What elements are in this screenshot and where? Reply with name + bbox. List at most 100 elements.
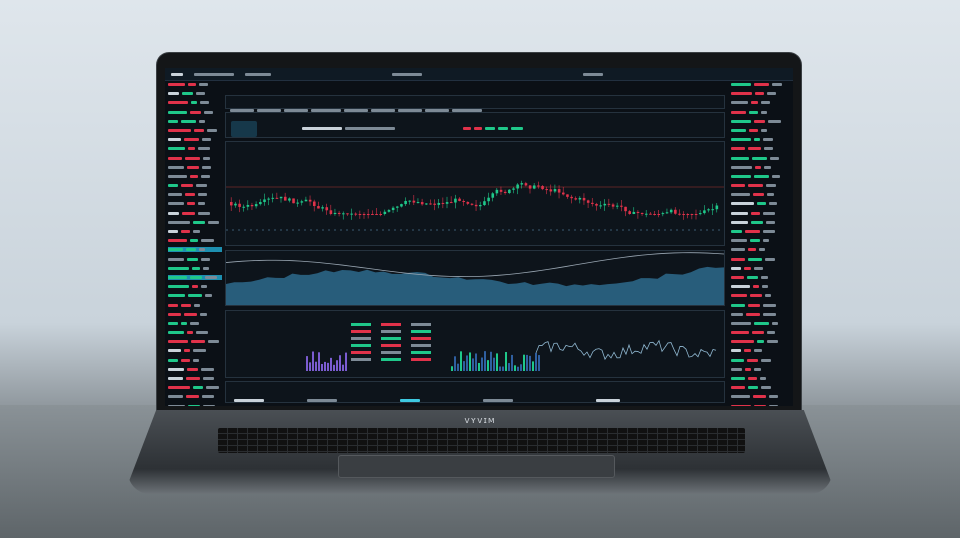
list-row[interactable] <box>168 211 222 216</box>
list-row[interactable] <box>168 358 222 363</box>
list-row[interactable] <box>731 91 789 96</box>
list-row[interactable] <box>731 247 789 252</box>
volume-bar <box>502 366 504 371</box>
toolbar-tab[interactable] <box>230 109 254 112</box>
list-row[interactable] <box>168 174 222 179</box>
list-row[interactable] <box>731 82 789 87</box>
list-row[interactable] <box>168 192 222 197</box>
list-row[interactable] <box>168 119 222 124</box>
list-row[interactable] <box>731 376 789 381</box>
list-row[interactable] <box>731 284 789 289</box>
data-cell <box>411 351 431 354</box>
list-row[interactable] <box>168 257 222 262</box>
list-row[interactable] <box>168 128 222 133</box>
list-row[interactable] <box>731 128 789 133</box>
list-row[interactable] <box>168 165 222 170</box>
list-row[interactable] <box>168 348 222 353</box>
list-row[interactable] <box>168 238 222 243</box>
list-row[interactable] <box>168 91 222 96</box>
list-row[interactable] <box>731 404 789 406</box>
list-row[interactable] <box>731 303 789 308</box>
list-row[interactable] <box>168 321 222 326</box>
volume-bar <box>535 352 537 371</box>
list-row[interactable] <box>168 247 222 253</box>
list-row[interactable] <box>168 284 222 289</box>
list-row[interactable] <box>731 358 789 363</box>
list-row[interactable] <box>731 183 789 188</box>
volume-bar <box>490 351 492 371</box>
list-row[interactable] <box>168 220 222 225</box>
list-row[interactable] <box>168 110 222 115</box>
list-row[interactable] <box>731 211 789 216</box>
list-row[interactable] <box>168 156 222 161</box>
toolbar-tab[interactable] <box>284 109 308 112</box>
list-row[interactable] <box>168 376 222 381</box>
list-row[interactable] <box>168 339 222 344</box>
list-row[interactable] <box>731 229 789 234</box>
list-row[interactable] <box>731 293 789 298</box>
volume-bar <box>469 352 471 371</box>
list-row[interactable] <box>731 192 789 197</box>
toolbar <box>225 95 725 112</box>
list-row[interactable] <box>168 404 222 406</box>
candle <box>620 205 623 207</box>
list-row[interactable] <box>731 238 789 243</box>
list-row[interactable] <box>168 385 222 390</box>
list-row[interactable] <box>168 330 222 335</box>
ticker-badge[interactable] <box>231 120 257 137</box>
list-row[interactable] <box>168 183 222 188</box>
list-row[interactable] <box>731 110 789 115</box>
list-row[interactable] <box>731 385 789 390</box>
toolbar-tab[interactable] <box>371 109 395 112</box>
list-row[interactable] <box>731 165 789 170</box>
list-row[interactable] <box>731 321 789 326</box>
data-cell <box>411 337 431 340</box>
list-row[interactable] <box>168 266 222 271</box>
toolbar-tab[interactable] <box>398 109 422 112</box>
list-row[interactable] <box>731 394 789 399</box>
menu-item[interactable] <box>583 72 603 76</box>
list-row[interactable] <box>168 137 222 142</box>
list-row[interactable] <box>168 100 222 105</box>
list-row[interactable] <box>731 174 789 179</box>
toolbar-tab[interactable] <box>425 109 449 112</box>
list-row[interactable] <box>168 274 222 280</box>
list-row[interactable] <box>731 367 789 372</box>
list-row[interactable] <box>168 293 222 298</box>
list-row[interactable] <box>731 339 789 344</box>
candlestick-chart[interactable] <box>226 142 724 245</box>
list-row[interactable] <box>731 156 789 161</box>
list-row[interactable] <box>168 201 222 206</box>
menu-item[interactable] <box>194 72 234 76</box>
volume-bar <box>466 355 468 371</box>
list-row[interactable] <box>168 312 222 317</box>
list-row[interactable] <box>731 275 789 280</box>
list-row[interactable] <box>731 201 789 206</box>
list-row[interactable] <box>168 367 222 372</box>
list-row[interactable] <box>731 119 789 124</box>
list-row[interactable] <box>731 348 789 353</box>
list-row[interactable] <box>731 257 789 262</box>
list-row[interactable] <box>168 394 222 399</box>
menu-item[interactable] <box>171 72 183 76</box>
list-row[interactable] <box>168 229 222 234</box>
list-row[interactable] <box>731 100 789 105</box>
toolbar-tab[interactable] <box>257 109 281 112</box>
toolbar-tab[interactable] <box>311 109 341 112</box>
list-row[interactable] <box>168 303 222 308</box>
list-row[interactable] <box>731 220 789 225</box>
list-row[interactable] <box>168 82 222 87</box>
volume-and-line-charts[interactable] <box>226 311 724 377</box>
search-field[interactable] <box>392 72 422 76</box>
volume-bar <box>484 351 486 371</box>
list-row[interactable] <box>168 146 222 151</box>
toolbar-tab[interactable] <box>344 109 368 112</box>
list-row[interactable] <box>731 312 789 317</box>
list-row[interactable] <box>731 330 789 335</box>
list-row[interactable] <box>731 146 789 151</box>
list-row[interactable] <box>731 266 789 271</box>
menu-item[interactable] <box>245 72 271 76</box>
list-row[interactable] <box>731 137 789 142</box>
area-chart[interactable] <box>226 251 724 305</box>
toolbar-tab[interactable] <box>452 109 482 112</box>
